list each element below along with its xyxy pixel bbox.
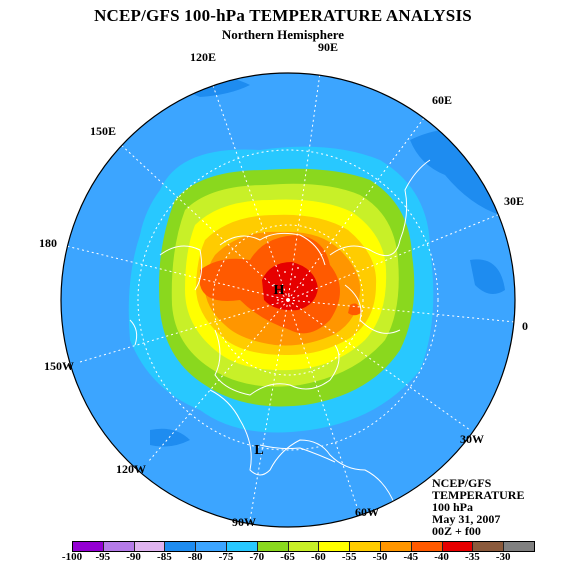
colorbar-swatch (288, 542, 320, 551)
colorbar-tick-label: -95 (95, 551, 111, 563)
lon-label-30w: 30W (460, 432, 484, 446)
colorbar-tick-label: -35 (465, 551, 480, 563)
info-source: NCEP/GFS (432, 476, 492, 490)
meridian-0 (287, 299, 516, 323)
coast-siberia (159, 245, 203, 291)
speckle-pattern (273, 267, 313, 301)
colorbar-swatch (442, 542, 474, 551)
meridian-60w (287, 299, 359, 511)
meridian-120e (209, 76, 289, 301)
colorbar-tick-label: -45 (403, 551, 419, 563)
page-title: NCEP/GFS 100-hPa TEMPERATURE ANALYSIS (94, 6, 472, 25)
high-marker: H (274, 283, 285, 298)
info-level: 100 hPa (432, 500, 474, 514)
coast-europe (329, 159, 431, 257)
colorbar-swatch (134, 542, 166, 551)
temperature-field (61, 73, 515, 527)
colorbar-swatch (226, 542, 258, 551)
meridian-90e (287, 72, 321, 301)
map-border (60, 72, 516, 528)
lon-label-30e: 30E (504, 194, 525, 208)
lon-label-120w: 120W (116, 462, 146, 476)
colorbar-tick-label: -60 (311, 551, 326, 563)
colorbar-swatch (411, 542, 443, 551)
lon-label-180: 180 (39, 236, 57, 250)
latitude-circle-inner (212, 224, 364, 376)
low-marker: L (254, 443, 263, 458)
lon-label-0: 0 (522, 319, 528, 333)
colorbar-swatch (196, 542, 227, 551)
coast-americas (209, 389, 396, 506)
meridian-120w (147, 299, 289, 463)
info-date: May 31, 2007 (432, 512, 501, 526)
coastlines (129, 159, 431, 506)
field-patch-80-c (150, 428, 190, 447)
meridian-90w (249, 299, 289, 521)
colorbar-tick-label: -70 (249, 551, 265, 563)
latitude-circle-mid (137, 149, 439, 451)
colorbar-swatch (165, 542, 197, 551)
meridian-lines (61, 72, 516, 521)
colorbar-tick-label: -85 (157, 551, 172, 563)
meridian-180 (61, 244, 289, 301)
colorbar-tick-label: -55 (341, 551, 357, 563)
colorbar-swatch (257, 542, 289, 551)
colorbar-swatch (73, 542, 104, 551)
lon-label-150w: 150W (44, 359, 74, 373)
lon-label-60e: 60E (432, 93, 453, 107)
lon-label-150e: 150E (90, 124, 117, 138)
page-subtitle: Northern Hemisphere (221, 27, 345, 42)
colorbar-swatch (319, 542, 351, 551)
lon-label-90e: 90E (318, 40, 339, 54)
colorbar-tick-label: -30 (495, 551, 511, 563)
info-block: NCEP/GFS TEMPERATURE 100 hPa May 31, 200… (432, 477, 524, 537)
lon-label-120e: 120E (190, 50, 217, 64)
colorbar-swatch (350, 542, 381, 551)
field-band-35-core (262, 262, 318, 311)
latitude-circles (137, 149, 439, 451)
lon-label-60w: 60W (355, 505, 379, 519)
coast-arctic (219, 232, 326, 266)
colorbar-swatch (504, 542, 534, 551)
colorbar-swatch (380, 542, 412, 551)
colorbar-tick-label: -90 (126, 551, 141, 563)
field-patch-80-d (470, 259, 505, 294)
colorbar-tick-label: -40 (434, 551, 449, 563)
coast-aleutian (129, 319, 138, 346)
info-field: TEMPERATURE (432, 488, 525, 502)
colorbar-tick-label: -75 (218, 551, 234, 563)
colorbar-ticks: -100 -95 -90 -85 -80 -75 -70 -65 -60 -55 -50 -45 -40… (0, 551, 566, 565)
colorbar-tick-label: -65 (280, 551, 295, 563)
colorbar-swatch (103, 542, 135, 551)
info-time: 00Z + f00 (432, 524, 481, 538)
colorbar-tick-label: -100 (61, 551, 83, 563)
lon-label-90w: 90W (232, 515, 256, 529)
coast-caribbean (259, 444, 336, 463)
meridian-150e (117, 141, 289, 301)
meridian-30w (287, 299, 471, 431)
coast-north-america (214, 329, 340, 396)
colorbar-tick-label: -80 (187, 551, 203, 563)
colorbar-swatch (473, 542, 505, 551)
colorbar-tick-label: -50 (372, 551, 388, 563)
meridian-150w (79, 299, 289, 363)
colorbar (72, 541, 535, 552)
